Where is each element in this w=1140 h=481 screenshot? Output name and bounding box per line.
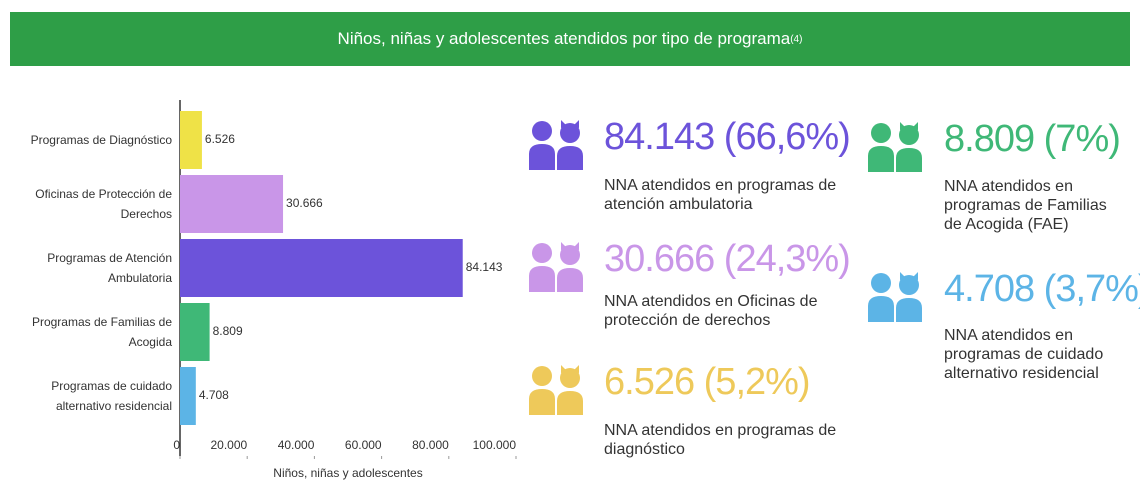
- stat-value: 8.809 (7%): [944, 118, 1121, 160]
- title: Niños, niñas y adolescentes atendidos po…: [337, 29, 791, 48]
- value-label: 6.526: [205, 132, 235, 146]
- category-label: Programas de Familias de Acogida: [31, 315, 172, 349]
- bar: [180, 111, 202, 169]
- person-icon: [527, 118, 585, 170]
- value-label: 4.708: [199, 388, 229, 402]
- x-tick-label: 80.000: [412, 438, 449, 452]
- stat-description: NNA atendidos en Oficinas de protección …: [604, 293, 818, 329]
- stat-value: 4.708 (3,7%): [944, 268, 1140, 310]
- stat-description: NNA atendidos en programas de cuidado al…: [944, 327, 1104, 382]
- value-label: 8.809: [213, 324, 243, 338]
- x-tick-label: 20.000: [210, 438, 247, 452]
- category-label: Programas de Atención Ambulatoria: [47, 251, 172, 285]
- bar: [180, 239, 463, 297]
- category-label: Programas de Diagnóstico: [30, 133, 172, 147]
- person-icon: [866, 270, 924, 322]
- x-tick-label: 40.000: [278, 438, 315, 452]
- x-tick-label: 0: [173, 438, 180, 452]
- stat-value: 6.526 (5,2%): [604, 361, 811, 403]
- x-tick-label: 100.000: [473, 438, 517, 452]
- person-icon: [527, 363, 585, 415]
- header: Niños, niñas y adolescentes atendidos po…: [10, 12, 1130, 66]
- person-icon: [866, 120, 924, 172]
- x-axis-label: Niños, niñas y adolescentes: [273, 466, 422, 480]
- title-note: (4): [790, 33, 803, 45]
- category-label: Programas de cuidado alternativo residen…: [51, 379, 172, 413]
- bar: [180, 367, 196, 425]
- stat-description: NNA atendidos en programas de Familias d…: [944, 178, 1107, 233]
- x-tick-label: 60.000: [345, 438, 382, 452]
- stat-description: NNA atendidos en programas de atención a…: [604, 177, 837, 213]
- value-label: 84.143: [466, 260, 503, 274]
- category-label: Oficinas de Protección de Derechos: [35, 187, 172, 221]
- bar: [180, 303, 210, 361]
- stat-value: 30.666 (24,3%): [604, 238, 851, 280]
- bar: [180, 175, 284, 233]
- stat-description: NNA atendidos en programas de diagnóstic…: [604, 422, 837, 458]
- value-label: 30.666: [286, 196, 323, 210]
- person-icon: [527, 240, 585, 292]
- stat-value: 84.143 (66,6%): [604, 116, 851, 158]
